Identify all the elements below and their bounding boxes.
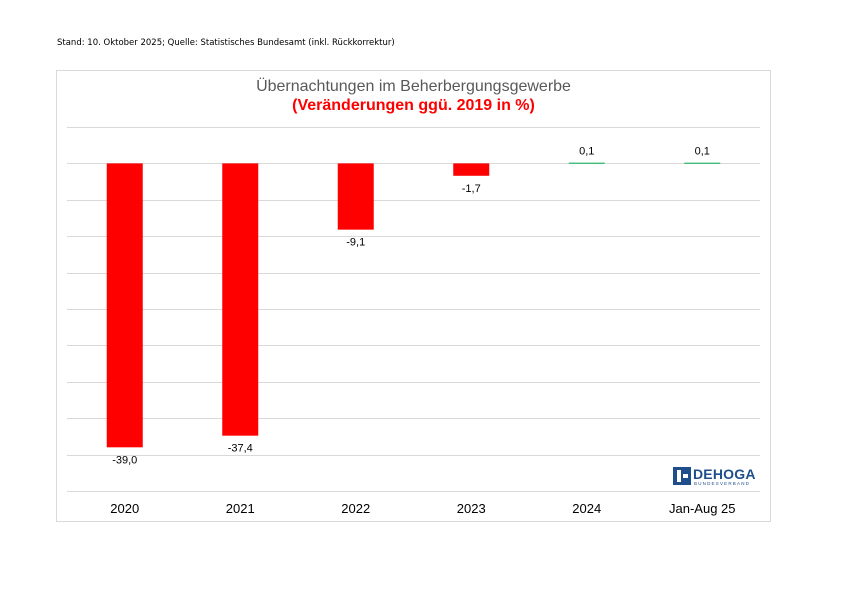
gridlines xyxy=(67,127,760,492)
bar-2021 xyxy=(222,163,259,436)
dehoga-logo: DEHOGA BUNDESVERBAND xyxy=(673,466,755,488)
bar-2022 xyxy=(337,163,374,230)
x-tick-label: 2024 xyxy=(572,501,601,516)
chart-area xyxy=(56,70,771,522)
data-label: -37,4 xyxy=(228,443,253,455)
data-label: -9,1 xyxy=(346,237,365,249)
x-tick-label: 2020 xyxy=(110,501,139,516)
bar-Jan-Aug 25 xyxy=(684,162,721,164)
data-label: -1,7 xyxy=(462,183,481,195)
x-tick-label: 2022 xyxy=(341,501,370,516)
source-note: Stand: 10. Oktober 2025; Quelle: Statist… xyxy=(57,38,395,48)
x-tick-label: 2023 xyxy=(457,501,486,516)
x-axis-labels: 2020 2021 2022 2023 2024 Jan-Aug 25 xyxy=(110,501,735,516)
logo-subtitle: BUNDESVERBAND xyxy=(694,481,751,486)
bar-2020 xyxy=(106,163,143,448)
bar-2023 xyxy=(453,163,490,176)
dehoga-logo-mark-icon xyxy=(673,467,691,485)
chart-subtitle: (Veränderungen ggü. 2019 in %) xyxy=(292,97,535,114)
data-label: 0,1 xyxy=(579,146,594,158)
data-label: 0,1 xyxy=(695,146,710,158)
data-label: -39,0 xyxy=(112,454,137,466)
bar-2024 xyxy=(568,162,605,164)
bars xyxy=(106,162,721,448)
chart-title: Übernachtungen im Beherbergungsgewerbe xyxy=(256,78,571,95)
x-tick-label: 2021 xyxy=(226,501,255,516)
data-labels: -39,0 -37,4 -9,1 -1,7 0,1 0,1 xyxy=(112,146,710,467)
logo-name: DEHOGA xyxy=(693,466,756,482)
x-tick-label: Jan-Aug 25 xyxy=(669,501,736,516)
